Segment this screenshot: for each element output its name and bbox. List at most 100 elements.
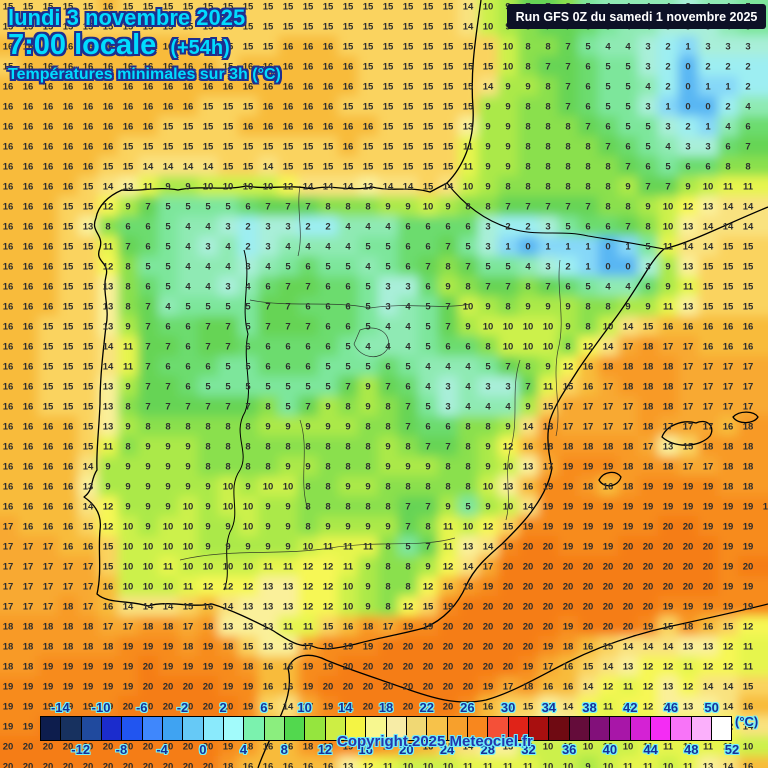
grid-value: 20: [523, 602, 534, 613]
grid-cell: [398, 36, 418, 56]
grid-value: 15: [423, 62, 434, 73]
grid-value: 16: [183, 82, 194, 93]
grid-value: 3: [645, 62, 650, 73]
grid-cell: [138, 76, 158, 96]
grid-value: 16: [343, 82, 354, 93]
grid-value: 12: [603, 682, 614, 693]
grid-value: 20: [103, 742, 114, 753]
grid-value: 10: [223, 182, 234, 193]
grid-value: 8: [245, 442, 250, 453]
grid-cell: [218, 176, 238, 196]
grid-cell: [118, 96, 138, 116]
grid-cell: [78, 0, 98, 16]
grid-value: 9: [625, 182, 630, 193]
grid-value: 20: [183, 682, 194, 693]
grid-value: 17: [3, 562, 14, 573]
grid-value: 15: [43, 382, 54, 393]
grid-value: 16: [3, 202, 14, 213]
grid-value: 20: [403, 662, 414, 673]
grid-value: 14: [103, 182, 114, 193]
grid-value: 0: [705, 102, 710, 113]
grid-value: 16: [443, 582, 454, 593]
grid-cell: [258, 56, 278, 76]
grid-value: 11: [183, 582, 194, 593]
grid-value: 11: [383, 762, 394, 768]
grid-value: 16: [283, 762, 294, 768]
grid-value: 8: [465, 422, 470, 433]
grid-value: 19: [443, 722, 454, 733]
grid-value: 5: [405, 542, 411, 553]
grid-value: 6: [645, 282, 650, 293]
grid-cell: [198, 16, 218, 36]
grid-value: 7: [545, 282, 550, 293]
grid-value: 4: [205, 262, 211, 273]
grid-value: 15: [63, 322, 74, 333]
grid-cell: [418, 136, 438, 156]
grid-value: 13: [703, 762, 714, 768]
grid-value: 19: [543, 642, 554, 653]
grid-value: 13: [263, 582, 274, 593]
grid-value: 14: [703, 222, 714, 233]
grid-value: 14: [643, 642, 654, 653]
grid-value: 13: [623, 662, 634, 673]
grid-cell: [258, 16, 278, 36]
grid-value: 15: [183, 142, 194, 153]
grid-value: 16: [203, 82, 214, 93]
grid-value: 8: [405, 562, 410, 573]
grid-value: 16: [3, 182, 14, 193]
grid-value: 16: [283, 662, 294, 673]
grid-value: 12: [283, 182, 294, 193]
grid-value: 11: [363, 542, 374, 553]
grid-value: 5: [185, 202, 191, 213]
grid-value: 20: [483, 642, 494, 653]
grid-value: 12: [743, 622, 754, 633]
grid-value: 10: [243, 562, 254, 573]
grid-value: 17: [743, 382, 754, 393]
grid-value: 9: [645, 202, 650, 213]
grid-value: 16: [23, 482, 34, 493]
grid-value: 19: [643, 502, 654, 513]
grid-value: 18: [63, 622, 74, 633]
grid-value: 8: [345, 502, 350, 513]
grid-value: 20: [483, 622, 494, 633]
grid-cell: [678, 56, 698, 76]
grid-cell: [678, 76, 698, 96]
grid-value: 20: [163, 702, 174, 713]
grid-value: 1: [585, 262, 591, 273]
grid-value: 10: [603, 322, 614, 333]
grid-value: 7: [165, 382, 170, 393]
grid-value: 5: [425, 302, 431, 313]
grid-value: 18: [663, 382, 674, 393]
grid-value: 12: [663, 722, 674, 733]
grid-value: 19: [583, 502, 594, 513]
grid-value: 8: [725, 162, 730, 173]
grid-value: 14: [163, 602, 174, 613]
grid-cell: [198, 156, 218, 176]
grid-value: 15: [83, 522, 94, 533]
grid-value: 4: [465, 362, 471, 373]
grid-value: 15: [703, 302, 714, 313]
grid-value: 17: [703, 382, 714, 393]
grid-value: 20: [643, 562, 654, 573]
grid-value: 13: [283, 602, 294, 613]
grid-value: 15: [83, 382, 94, 393]
grid-value: 20: [143, 662, 154, 673]
grid-value: 7: [545, 202, 550, 213]
grid-cell: [278, 216, 298, 236]
grid-value: 18: [3, 662, 14, 673]
grid-value: 16: [23, 162, 34, 173]
grid-value: 19: [203, 662, 214, 673]
grid-value: 15: [363, 142, 374, 153]
grid-value: 9: [505, 422, 510, 433]
grid-value: 5: [485, 362, 491, 373]
grid-value: 12: [563, 362, 574, 373]
grid-value: 9: [365, 522, 370, 533]
grid-value: 19: [123, 662, 134, 673]
grid-value: 15: [403, 82, 414, 93]
grid-cell: [158, 76, 178, 96]
grid-value: 16: [723, 342, 734, 353]
grid-value: 10: [463, 522, 474, 533]
grid-value: 20: [583, 562, 594, 573]
grid-value: 9: [325, 422, 330, 433]
grid-value: 20: [403, 702, 414, 713]
